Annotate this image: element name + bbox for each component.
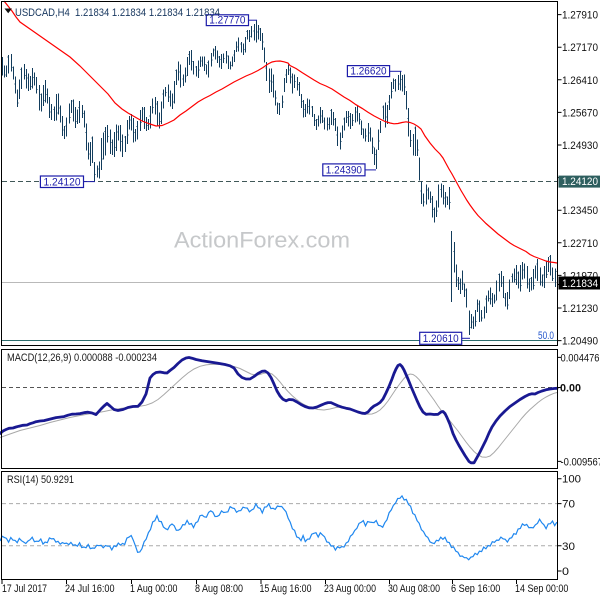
svg-text:15 Aug 16:00: 15 Aug 16:00 [260, 583, 312, 595]
svg-text:30 Aug 08:00: 30 Aug 08:00 [388, 583, 440, 595]
svg-text:14 Sep 00:00: 14 Sep 00:00 [515, 583, 568, 595]
svg-text:1.27770: 1.27770 [209, 14, 245, 26]
svg-text:1.24120: 1.24120 [562, 176, 598, 188]
svg-text:1.24390: 1.24390 [326, 165, 362, 177]
svg-text:70: 70 [562, 499, 575, 511]
svg-text:1 Aug 00:00: 1 Aug 00:00 [130, 583, 178, 595]
svg-text:1.21230: 1.21230 [562, 303, 598, 315]
svg-text:50.0: 50.0 [538, 330, 554, 342]
svg-text:1.26410: 1.26410 [562, 75, 598, 87]
svg-text:1.24120: 1.24120 [43, 176, 80, 188]
svg-text:1.25670: 1.25670 [562, 107, 598, 119]
svg-text:24 Jul 16:00: 24 Jul 16:00 [65, 583, 115, 595]
svg-text:0: 0 [562, 566, 569, 578]
svg-text:1.22710: 1.22710 [562, 238, 598, 250]
svg-text:1.24930: 1.24930 [562, 140, 598, 152]
svg-text:1.20610: 1.20610 [423, 333, 459, 345]
svg-text:0.004476: 0.004476 [561, 352, 600, 364]
svg-text:1.20490: 1.20490 [562, 336, 598, 348]
svg-text:ActionForex.com: ActionForex.com [174, 228, 350, 253]
svg-text:17 Jul 2017: 17 Jul 2017 [2, 583, 47, 595]
svg-text:RSI(14) 50.9291: RSI(14) 50.9291 [7, 474, 74, 486]
svg-text:1.26620: 1.26620 [350, 65, 386, 77]
svg-text:MACD(12,26,9) 0.000088 -0.0002: MACD(12,26,9) 0.000088 -0.000234 [7, 352, 157, 364]
svg-text:23 Aug 00:00: 23 Aug 00:00 [324, 583, 376, 595]
svg-text:100: 100 [562, 474, 581, 486]
svg-text:-0.009567: -0.009567 [561, 456, 600, 468]
svg-text:1.27910: 1.27910 [562, 10, 598, 22]
svg-text:8 Aug 08:00: 8 Aug 08:00 [195, 583, 243, 595]
svg-text:1.27170: 1.27170 [562, 42, 598, 54]
svg-text:30: 30 [562, 541, 575, 553]
svg-text:1.23450: 1.23450 [562, 205, 598, 217]
svg-text:USDCAD,H4 1.21834 1.21834 1.2: USDCAD,H4 1.21834 1.21834 1.21834 1.2183… [15, 7, 220, 19]
svg-text:1.21834: 1.21834 [562, 278, 598, 290]
svg-text:0.00: 0.00 [560, 383, 581, 395]
svg-text:6 Sep 16:00: 6 Sep 16:00 [451, 583, 500, 595]
